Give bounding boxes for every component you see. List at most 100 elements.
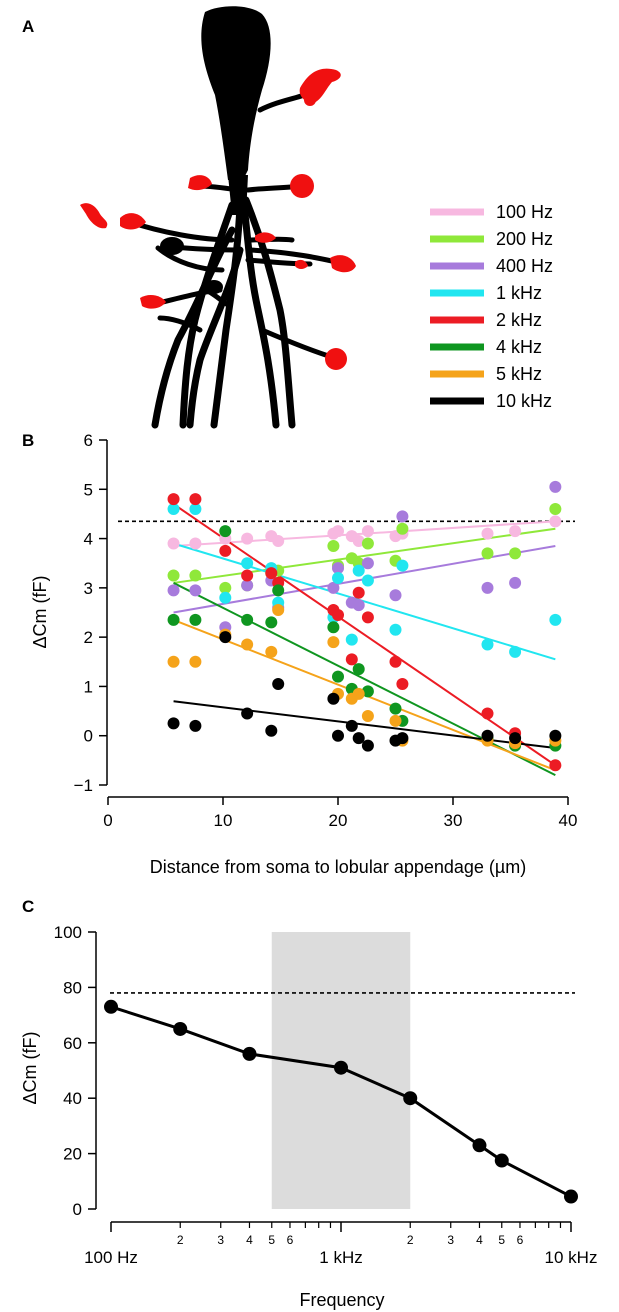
data-point: [509, 525, 522, 538]
data-point: [389, 702, 402, 715]
data-point: [241, 579, 254, 592]
data-point: [549, 613, 562, 626]
data-point: [104, 999, 118, 1014]
data-point: [332, 608, 344, 621]
data-point: [352, 663, 365, 676]
data-point: [345, 633, 358, 646]
fit-line: [173, 542, 556, 661]
data-point: [332, 525, 344, 538]
y-tick-label: −1: [74, 776, 93, 795]
data-point: [549, 729, 562, 742]
panel-a-label: A: [22, 17, 34, 36]
data-point: [332, 729, 344, 742]
data-point: [265, 567, 278, 580]
data-point: [219, 525, 232, 538]
y-tick-label: 20: [63, 1145, 82, 1164]
data-point: [173, 1021, 188, 1036]
y-tick-label: 60: [63, 1034, 82, 1053]
y-tick-label: 0: [84, 727, 93, 746]
data-point: [327, 621, 340, 634]
y-tick-label: 4: [84, 530, 93, 549]
data-point: [549, 759, 562, 772]
data-point: [265, 724, 278, 737]
y-tick-label: 0: [73, 1200, 82, 1219]
y-tick-label: 3: [84, 579, 93, 598]
legend-label: 100 Hz: [496, 202, 553, 222]
data-point: [389, 655, 402, 668]
data-point: [241, 557, 254, 570]
x-tick-label: 10 kHz: [545, 1248, 598, 1267]
data-point: [509, 576, 522, 589]
data-point: [361, 537, 374, 550]
data-point: [189, 584, 202, 597]
data-point: [189, 655, 202, 668]
data-point: [509, 547, 522, 560]
x-minor-tick-label: 5: [268, 1233, 275, 1247]
data-point: [481, 527, 494, 540]
panel-b-label: B: [22, 431, 34, 450]
legend-label: 400 Hz: [496, 256, 553, 276]
x-minor-tick-label: 2: [177, 1233, 184, 1247]
x-minor-tick-label: 6: [287, 1233, 294, 1247]
x-minor-tick-label: 5: [498, 1233, 505, 1247]
data-point: [167, 503, 180, 515]
data-point: [361, 739, 374, 752]
data-point: [352, 687, 365, 700]
data-point: [241, 707, 254, 720]
y-tick-label: 100: [54, 923, 82, 942]
y-axis-label: ΔCm (fF): [20, 1031, 40, 1104]
legend-label: 4 kHz: [496, 337, 542, 357]
data-point: [327, 581, 340, 594]
data-point: [332, 572, 344, 584]
scatter-chart: −1 0 1 2 3 4 5 6 0 10 20 30 40 Distance from soma to …: [30, 431, 577, 877]
data-point: [167, 569, 180, 582]
data-point: [219, 581, 232, 594]
data-point: [352, 586, 365, 599]
data-point: [189, 493, 202, 506]
data-point: [472, 1138, 487, 1153]
neuron-reconstruction: [127, 6, 348, 429]
data-point: [564, 1189, 578, 1204]
x-minor-tick-label: 2: [407, 1233, 414, 1247]
legend-label: 1 kHz: [496, 283, 542, 303]
data-point: [189, 719, 202, 732]
x-tick-label: 100 Hz: [84, 1248, 138, 1267]
data-point: [361, 611, 374, 624]
data-point: [167, 537, 180, 550]
y-tick-label: 6: [84, 431, 93, 450]
data-point: [167, 584, 180, 597]
data-point: [345, 719, 358, 732]
data-point: [361, 685, 374, 698]
data-point: [389, 589, 402, 602]
data-point: [494, 1153, 509, 1168]
data-point: [481, 638, 494, 651]
data-point: [361, 710, 374, 722]
data-point: [481, 547, 494, 560]
data-point: [327, 692, 340, 705]
data-point: [327, 636, 340, 649]
data-point: [396, 732, 409, 745]
data-point: [361, 574, 374, 587]
x-axis-label: Frequency: [299, 1290, 384, 1310]
data-point: [549, 515, 562, 528]
data-point: [481, 729, 494, 742]
data-point: [389, 623, 402, 636]
y-tick-label: 80: [63, 978, 82, 997]
x-minor-tick-label: 3: [217, 1233, 224, 1247]
x-minor-tick-label: 6: [517, 1233, 524, 1247]
x-minor-tick-label: 3: [447, 1233, 454, 1247]
y-tick-label: 2: [84, 628, 93, 647]
data-point: [396, 510, 409, 523]
data-point: [189, 503, 202, 515]
data-point: [334, 1060, 348, 1075]
data-point: [241, 638, 254, 651]
data-point: [167, 613, 180, 626]
data-point: [481, 707, 494, 720]
data-point: [396, 559, 409, 572]
data-point: [189, 569, 202, 582]
data-point: [189, 537, 202, 550]
data-point: [345, 653, 358, 666]
data-point: [352, 732, 365, 745]
